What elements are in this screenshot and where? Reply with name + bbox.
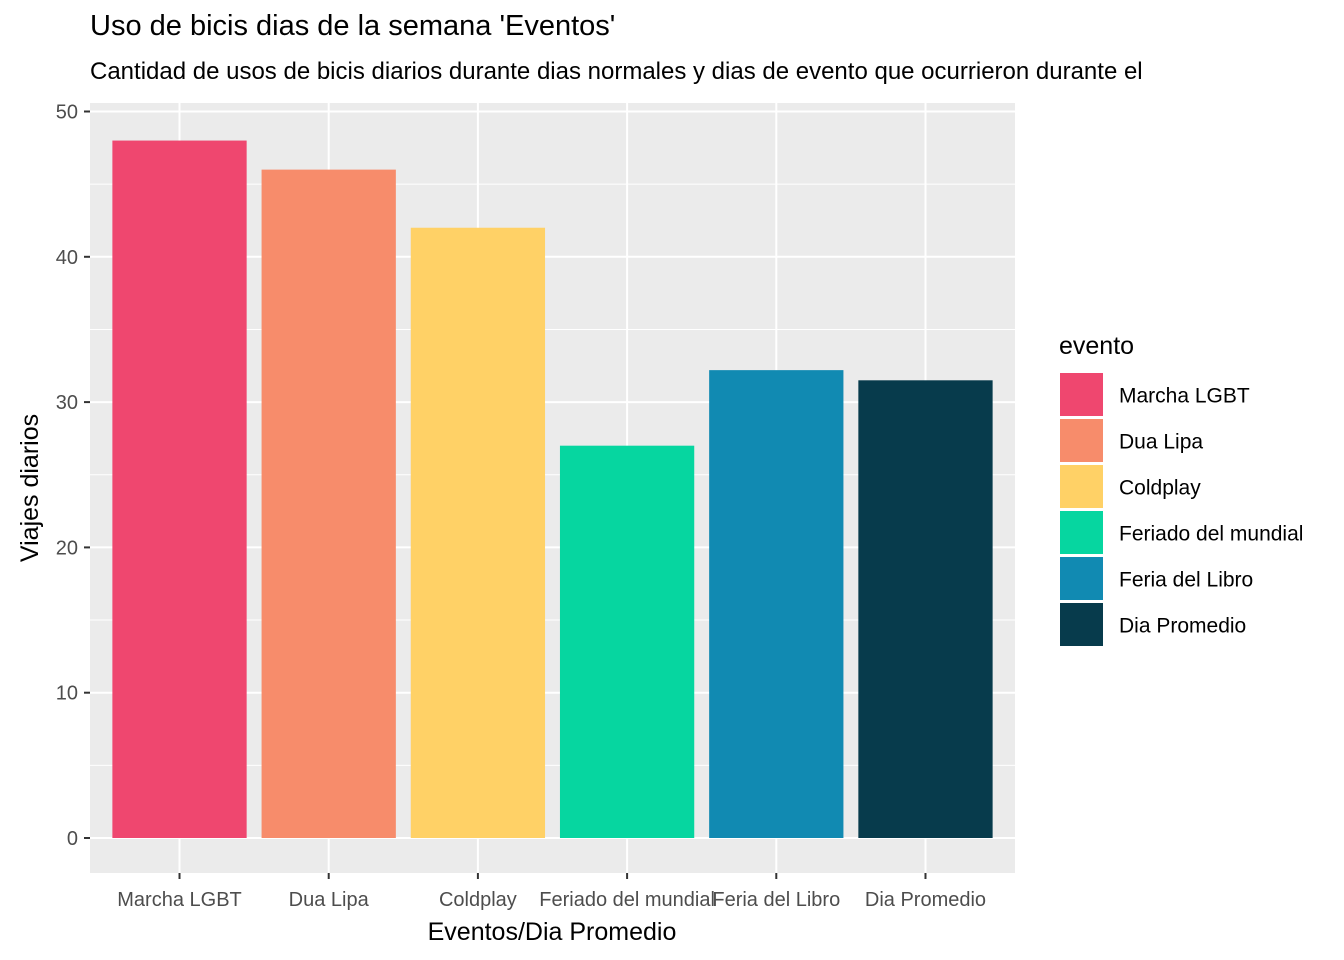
y-tick-label: 40 [56,247,78,269]
legend-key [1060,603,1103,646]
chart-title: Uso de bicis dias de la semana 'Eventos' [90,10,616,42]
x-tick-label: Feria del Libro [712,889,840,911]
x-tick-label: Feriado del mundial [539,889,715,911]
y-axis-title: Viajes diarios [16,414,44,562]
legend-label: Feria del Libro [1119,569,1253,592]
y-tick-label: 20 [56,537,78,559]
legend-label: Dia Promedio [1119,615,1246,638]
legend-label: Marcha LGBT [1119,385,1250,408]
y-tick-label: 10 [56,683,78,705]
bar [261,169,396,838]
legend-key [1060,373,1103,416]
legend-title: evento [1059,332,1134,360]
y-tick-label: 50 [56,102,78,124]
legend-label: Feriado del mundial [1119,523,1303,546]
legend-label: Dua Lipa [1119,431,1203,454]
x-axis: Marcha LGBT Dua Lipa Coldplay Feriado del m… [117,873,986,911]
y-tick-label: 30 [56,392,78,414]
bar [858,380,993,838]
legend-key [1060,557,1103,600]
chart-subtitle: Cantidad de usos de bicis diarios durant… [90,58,1143,85]
legend-key [1060,419,1103,462]
x-tick-label: Coldplay [439,889,517,911]
x-tick-label: Dia Promedio [865,889,986,911]
bar [559,445,695,838]
x-tick-label: Dua Lipa [289,889,370,911]
bar [709,370,844,838]
legend-key [1060,465,1103,508]
y-axis: 0 10 20 30 40 50 [56,102,90,850]
x-axis-title: Eventos/Dia Promedio [428,918,677,946]
legend-label: Coldplay [1119,477,1201,500]
legend-key [1060,511,1103,554]
legend: evento Marcha LGBT Dua Lipa Coldplay Feriad… [1059,332,1303,646]
bar [112,140,247,838]
bars [112,140,993,839]
y-tick-label: 0 [67,828,78,850]
x-tick-label: Marcha LGBT [117,889,241,911]
bar [410,227,546,839]
